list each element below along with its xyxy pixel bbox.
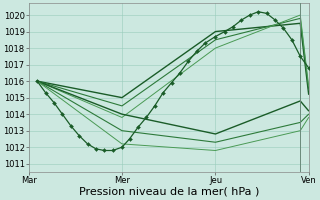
- X-axis label: Pression niveau de la mer( hPa ): Pression niveau de la mer( hPa ): [78, 187, 259, 197]
